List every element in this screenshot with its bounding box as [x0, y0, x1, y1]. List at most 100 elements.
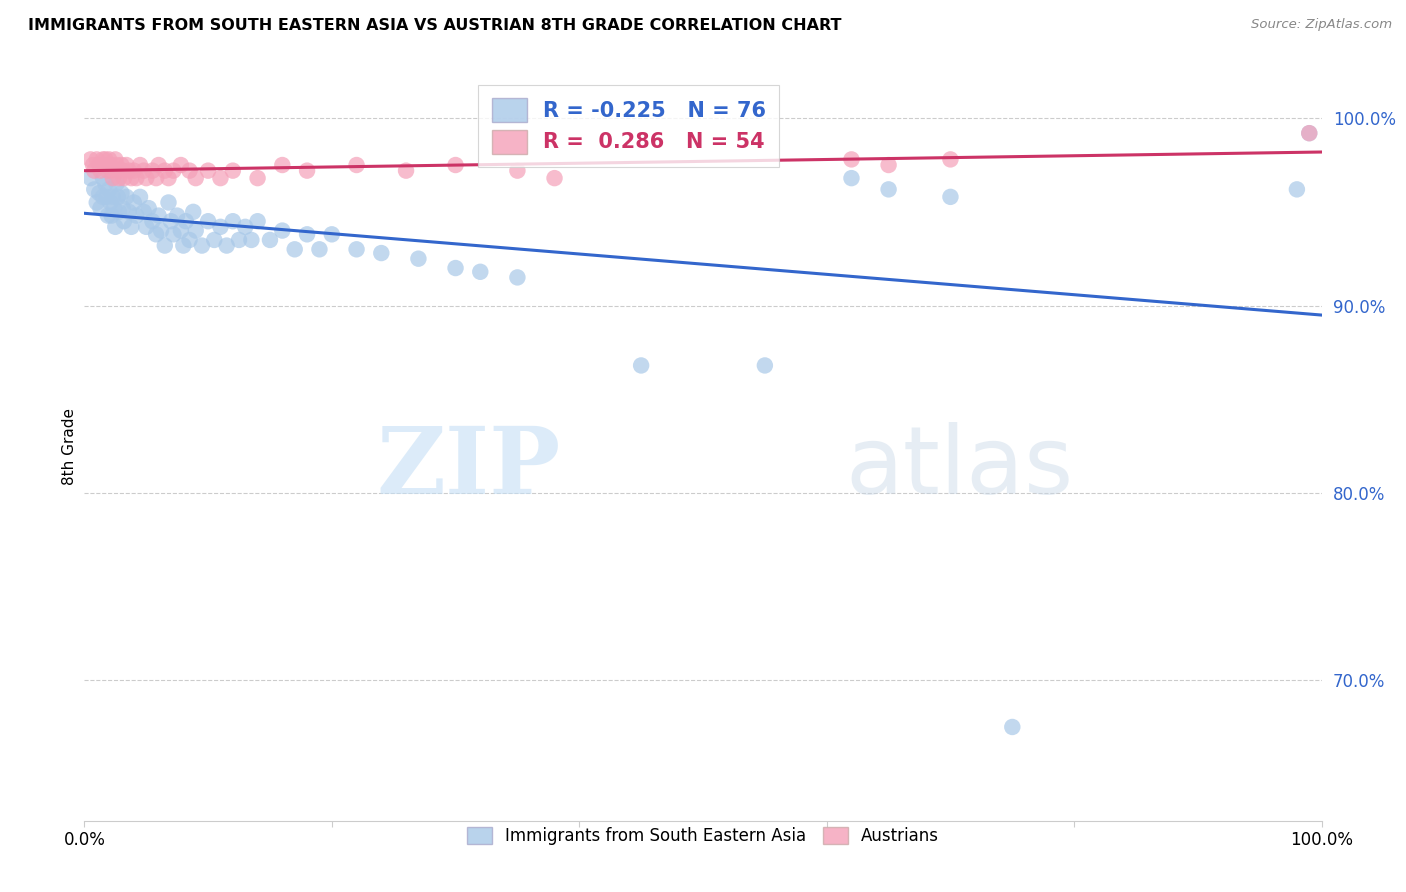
Point: [82, 158, 104, 172]
Point: [630, 359, 652, 373]
Point: [209, 219, 232, 234]
Point: [370, 246, 392, 260]
Point: [215, 238, 238, 252]
Point: [135, 171, 157, 186]
Point: [94, 177, 117, 191]
Point: [148, 158, 170, 172]
Point: [105, 177, 128, 191]
Point: [174, 214, 197, 228]
Point: [129, 158, 152, 172]
Point: [132, 205, 155, 219]
Point: [153, 238, 176, 252]
Point: [97, 209, 120, 223]
Point: [100, 163, 122, 178]
Point: [162, 227, 184, 242]
Point: [112, 171, 135, 186]
Point: [79, 153, 101, 167]
Point: [122, 195, 145, 210]
Point: [222, 163, 245, 178]
Point: [89, 163, 111, 178]
Point: [132, 163, 155, 178]
Point: [104, 153, 127, 167]
Point: [89, 201, 111, 215]
Point: [98, 158, 121, 172]
Point: [506, 270, 529, 285]
Point: [153, 163, 176, 178]
Point: [209, 171, 232, 186]
Point: [89, 186, 111, 201]
Point: [284, 243, 307, 257]
Point: [108, 171, 131, 186]
Point: [96, 158, 118, 172]
Point: [160, 214, 183, 228]
Point: [91, 158, 114, 172]
Point: [120, 171, 142, 186]
Point: [120, 219, 142, 234]
Point: [100, 209, 122, 223]
Point: [346, 243, 368, 257]
Point: [841, 153, 863, 167]
Point: [91, 190, 114, 204]
Point: [202, 233, 225, 247]
Point: [110, 186, 132, 201]
Point: [321, 227, 343, 242]
Point: [103, 201, 125, 215]
Point: [105, 158, 128, 172]
Point: [138, 201, 160, 215]
Point: [197, 163, 219, 178]
Text: Source: ZipAtlas.com: Source: ZipAtlas.com: [1251, 18, 1392, 31]
Point: [444, 261, 467, 276]
Point: [104, 219, 127, 234]
Point: [141, 214, 163, 228]
Point: [408, 252, 430, 266]
Point: [96, 190, 118, 204]
Point: [141, 163, 163, 178]
Point: [240, 233, 263, 247]
Point: [110, 158, 132, 172]
Point: [157, 195, 180, 210]
Point: [1298, 126, 1320, 140]
Point: [107, 163, 129, 178]
Point: [157, 171, 180, 186]
Point: [1298, 126, 1320, 140]
Point: [83, 163, 105, 178]
Point: [89, 158, 111, 172]
Point: [184, 224, 207, 238]
Point: [1285, 182, 1308, 196]
Point: [295, 227, 318, 242]
Point: [346, 158, 368, 172]
Point: [179, 163, 201, 178]
Point: [112, 214, 135, 228]
Point: [1001, 720, 1024, 734]
Point: [83, 182, 105, 196]
Point: [939, 153, 962, 167]
Point: [295, 163, 318, 178]
Point: [841, 171, 863, 186]
Point: [79, 171, 101, 186]
Point: [259, 233, 281, 247]
Text: IMMIGRANTS FROM SOUTH EASTERN ASIA VS AUSTRIAN 8TH GRADE CORRELATION CHART: IMMIGRANTS FROM SOUTH EASTERN ASIA VS AU…: [28, 18, 842, 33]
Point: [98, 153, 121, 167]
Point: [191, 238, 214, 252]
Point: [101, 171, 124, 186]
Point: [129, 190, 152, 204]
Point: [125, 209, 148, 223]
Point: [939, 190, 962, 204]
Point: [118, 163, 141, 178]
Point: [877, 182, 900, 196]
Point: [444, 158, 467, 172]
Point: [108, 205, 131, 219]
Point: [115, 190, 138, 204]
Point: [181, 205, 204, 219]
Point: [122, 163, 145, 178]
Point: [754, 359, 776, 373]
Point: [228, 233, 250, 247]
Point: [395, 163, 418, 178]
Point: [118, 205, 141, 219]
Point: [86, 195, 108, 210]
Point: [172, 238, 194, 252]
Point: [170, 224, 193, 238]
Point: [91, 171, 114, 186]
Point: [222, 214, 245, 228]
Point: [145, 227, 167, 242]
